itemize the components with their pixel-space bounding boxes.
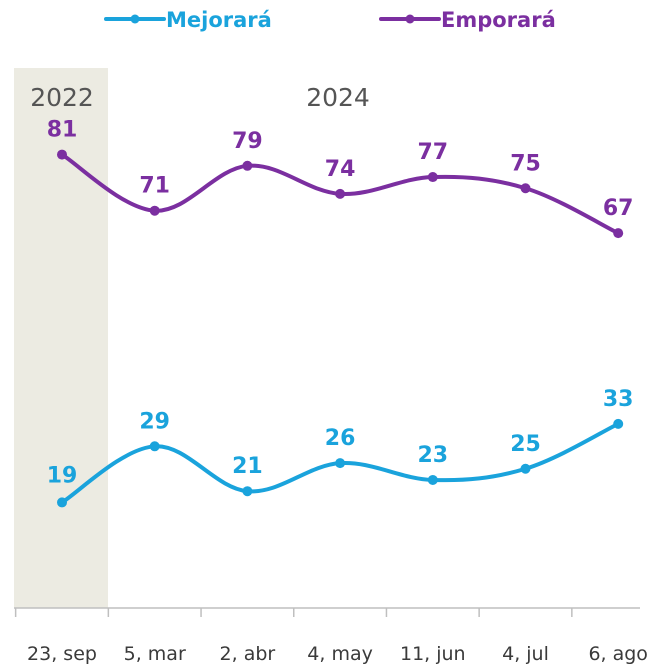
data-point bbox=[335, 458, 346, 469]
legend-item-mejorara: Mejorará bbox=[104, 8, 272, 32]
data-label: 21 bbox=[232, 454, 263, 479]
data-point bbox=[520, 183, 531, 194]
year-2022-highlight-band bbox=[14, 68, 108, 608]
x-tick-label: 11, jun bbox=[400, 643, 466, 665]
data-label: 25 bbox=[510, 432, 541, 457]
data-point bbox=[613, 418, 624, 429]
series-layer: 19 29 21 26 23 25 33 81 71 79 74 77 75 67 bbox=[47, 118, 634, 508]
data-point bbox=[613, 228, 624, 239]
x-tick-label: 6, ago bbox=[588, 643, 648, 665]
data-point bbox=[335, 188, 346, 199]
data-label: 71 bbox=[139, 174, 170, 199]
x-axis: 23, sep 5, mar 2, abr 4, may 11, jun 4, jul 6,… bbox=[14, 607, 648, 665]
data-point bbox=[520, 463, 531, 474]
data-label: 26 bbox=[325, 426, 356, 451]
x-tick-label: 5, mar bbox=[124, 643, 186, 665]
data-point bbox=[242, 486, 253, 497]
data-label: 77 bbox=[417, 140, 448, 165]
data-label: 79 bbox=[232, 129, 263, 154]
x-tick-label: 2, abr bbox=[220, 643, 276, 665]
x-tick-label: 4, may bbox=[307, 643, 373, 665]
x-tick-label: 23, sep bbox=[27, 643, 97, 665]
data-point bbox=[149, 205, 160, 216]
legend: Mejorará Emporará bbox=[104, 8, 556, 32]
legend-label-emporara: Emporará bbox=[441, 8, 556, 32]
data-point bbox=[57, 149, 67, 160]
data-point bbox=[149, 441, 160, 452]
legend-label-mejorara: Mejorará bbox=[166, 8, 272, 32]
data-point bbox=[57, 497, 67, 508]
data-label: 75 bbox=[510, 151, 541, 176]
series-emporara: 81 71 79 74 77 75 67 bbox=[47, 118, 634, 239]
year-label-2022: 2022 bbox=[30, 83, 94, 112]
x-tick-label: 4, jul bbox=[502, 643, 549, 665]
year-label-2024: 2024 bbox=[306, 83, 370, 112]
data-label: 23 bbox=[417, 443, 448, 468]
data-label: 67 bbox=[603, 196, 634, 221]
data-point bbox=[427, 474, 438, 485]
data-label: 81 bbox=[47, 118, 78, 143]
data-label: 29 bbox=[139, 409, 170, 434]
legend-item-emporara: Emporará bbox=[379, 8, 556, 32]
legend-marker-emporara bbox=[405, 14, 415, 24]
legend-marker-mejorara bbox=[130, 14, 140, 24]
series-mejorara: 19 29 21 26 23 25 33 bbox=[47, 387, 634, 508]
data-point bbox=[242, 160, 253, 171]
data-label: 33 bbox=[603, 387, 634, 412]
data-point bbox=[427, 172, 438, 183]
data-label: 19 bbox=[47, 463, 78, 488]
data-label: 74 bbox=[325, 157, 356, 182]
